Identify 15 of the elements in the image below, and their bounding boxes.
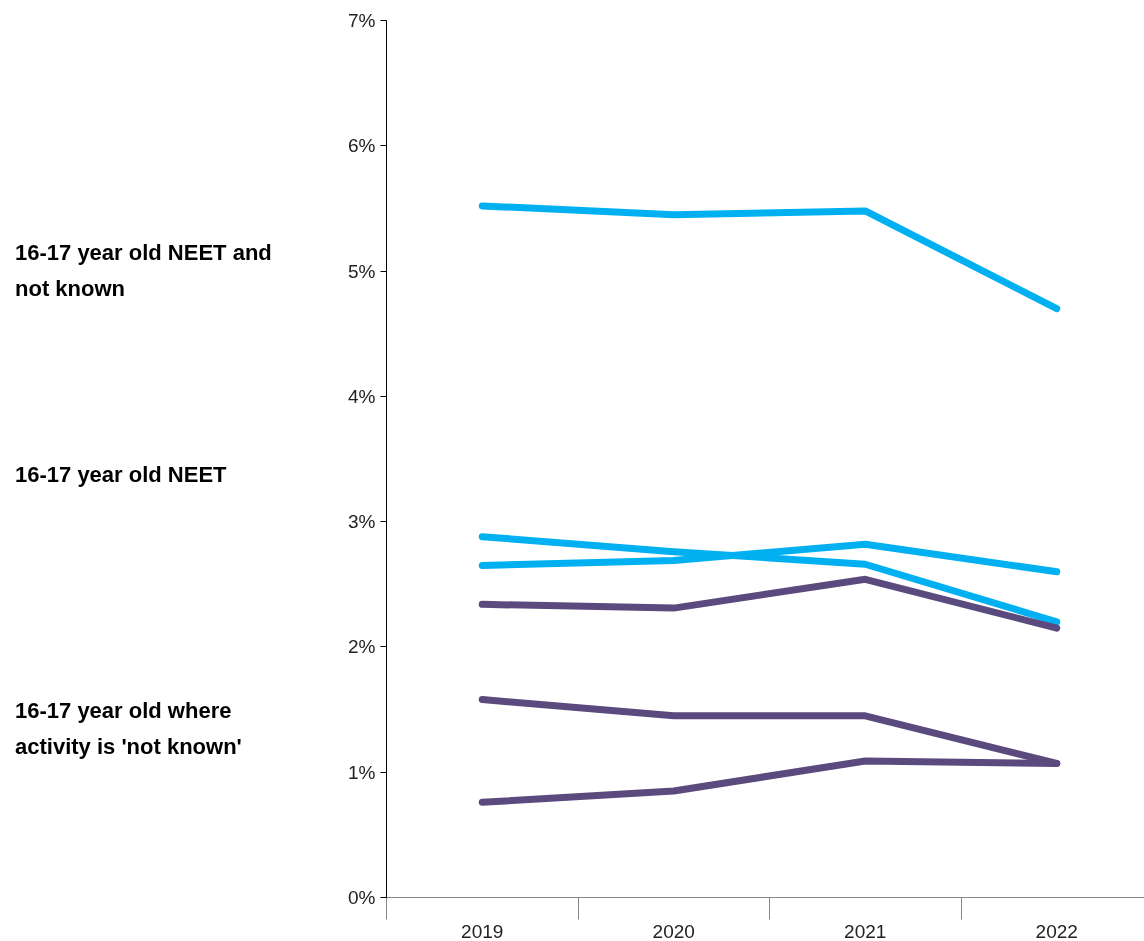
y-tick-label: 4% (348, 385, 376, 407)
y-tick-label: 6% (348, 135, 376, 157)
y-tick-label: 1% (348, 761, 376, 783)
x-tick-label: 2019 (461, 920, 504, 941)
text: 16-17 year old NEET and not known (15, 239, 272, 303)
y-tick-label: 7% (348, 10, 376, 31)
y-tick-label: 3% (348, 511, 376, 533)
y-tick-label: 0% (348, 887, 376, 908)
text: 16-17 year old where activity is 'not known' (15, 697, 242, 761)
y-tick-label: 2% (348, 636, 376, 658)
x-tick-label: 2021 (844, 920, 887, 941)
text: 16-17 year old NEET (15, 461, 227, 489)
y-tick-label: 5% (348, 260, 376, 282)
x-tick-label: 2022 (1035, 920, 1078, 941)
x-tick-label: 2020 (652, 920, 695, 941)
